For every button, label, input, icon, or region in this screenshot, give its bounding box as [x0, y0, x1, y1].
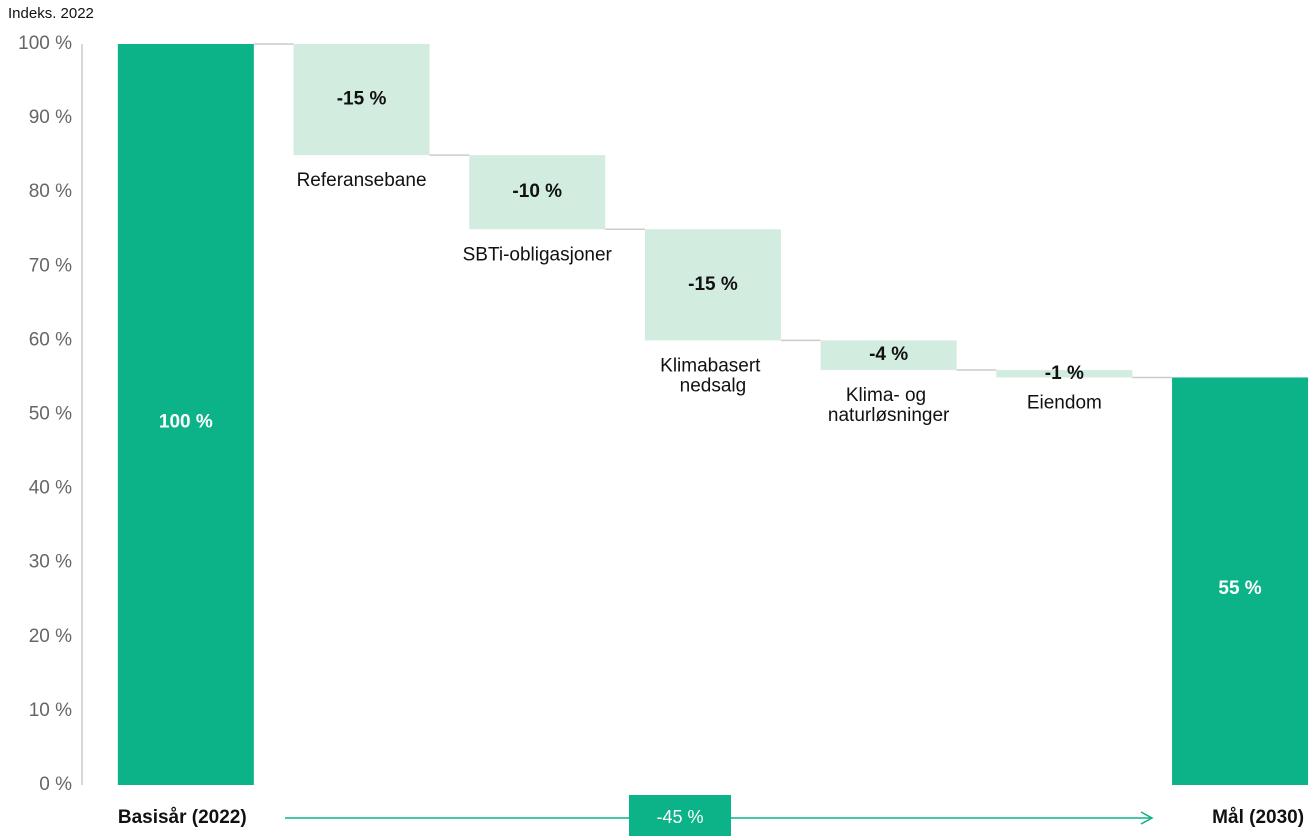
- y-tick-label: 20 %: [29, 626, 72, 647]
- y-tick-label: 40 %: [29, 478, 72, 499]
- value-label: 100 %: [159, 412, 213, 433]
- change-box: [629, 795, 731, 836]
- y-tick-label: 0 %: [39, 774, 72, 795]
- y-tick-label: 90 %: [29, 107, 72, 128]
- category-label: Referansebane: [297, 170, 427, 191]
- y-tick-label: 70 %: [29, 255, 72, 276]
- category-label: Klima- og naturløsninger: [828, 385, 950, 426]
- value-label: -4 %: [869, 344, 908, 365]
- value-label: -10 %: [512, 181, 562, 202]
- y-tick-label: 80 %: [29, 181, 72, 202]
- y-tick-label: 60 %: [29, 329, 72, 350]
- step-bar: [820, 340, 957, 371]
- y-axis-label: Indeks. 2022: [8, 5, 94, 22]
- step-bar: [644, 229, 781, 341]
- total-bar: [1172, 377, 1309, 785]
- category-label: Basisår (2022): [118, 807, 247, 828]
- category-label: Klimabasert nedsalg: [660, 355, 766, 396]
- category-label: SBTi-obligasjoner: [463, 244, 613, 265]
- y-tick-label: 100 %: [18, 33, 72, 54]
- value-label: -15 %: [337, 89, 387, 110]
- value-label: -1 %: [1045, 363, 1084, 384]
- y-tick-label: 30 %: [29, 552, 72, 573]
- category-label: Mål (2030): [1212, 807, 1304, 828]
- step-bar: [469, 155, 606, 230]
- step-bar: [996, 370, 1133, 378]
- value-label: 55 %: [1218, 578, 1261, 599]
- change-label: -45 %: [656, 807, 703, 827]
- value-label: -15 %: [688, 274, 738, 295]
- y-tick-label: 50 %: [29, 404, 72, 425]
- y-tick-label: 10 %: [29, 700, 72, 721]
- total-bar: [117, 44, 254, 785]
- step-bar: [293, 44, 430, 156]
- category-label: Eiendom: [1027, 392, 1102, 413]
